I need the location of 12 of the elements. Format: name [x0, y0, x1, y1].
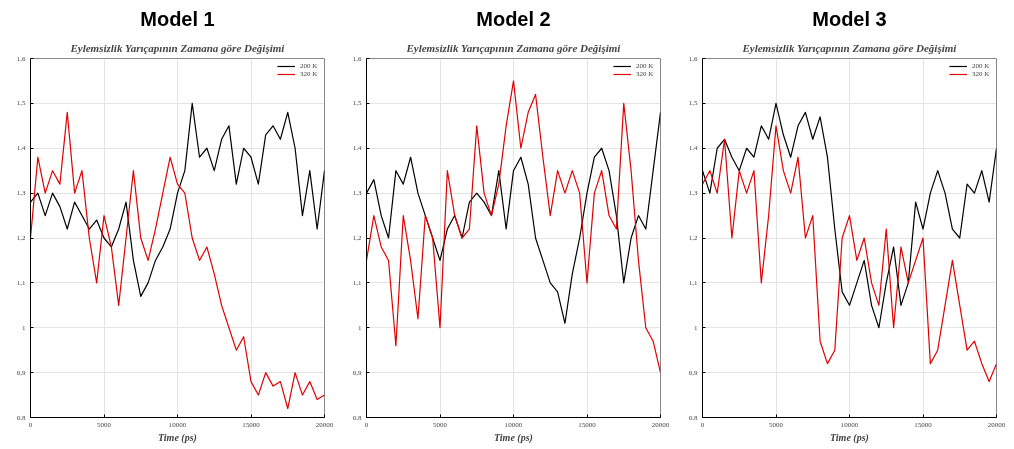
chart-title: Model 3	[812, 7, 887, 30]
x-axis-title: Time (ps)	[830, 431, 869, 444]
chart-subtitle: Eylemsizlik Yarıçapının Zamana göre Değişimi	[69, 41, 286, 54]
line-series	[30, 111, 325, 410]
line-series	[702, 125, 997, 383]
x-axis-title: Time (ps)	[158, 431, 197, 444]
chart-subtitle: Eylemsizlik Yarıçapının Zamana göre Değişimi	[741, 41, 958, 54]
chart-subtitle: Eylemsizlik Yarıçapının Zamana göre Değişimi	[405, 41, 622, 54]
x-axis-title: Time (ps)	[494, 431, 533, 444]
chart-title: Model 2	[476, 7, 551, 30]
chart-title: Model 1	[140, 7, 215, 30]
line-series	[366, 80, 661, 374]
